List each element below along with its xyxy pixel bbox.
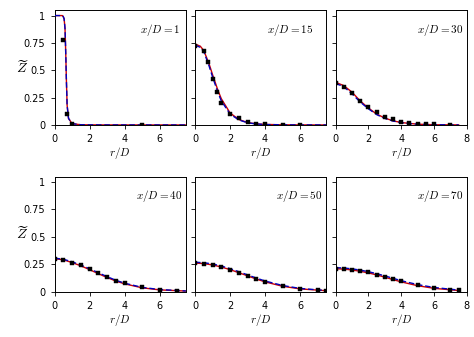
Y-axis label: $\widetilde{Z}$: $\widetilde{Z}$ (16, 59, 29, 76)
Text: $x/D = 15$: $x/D = 15$ (267, 22, 313, 38)
Text: $x/D = 1$: $x/D = 1$ (140, 22, 180, 38)
Text: $x/D = 50$: $x/D = 50$ (276, 188, 323, 204)
Text: $x/D = 70$: $x/D = 70$ (417, 188, 463, 204)
X-axis label: $r/D$: $r/D$ (391, 312, 412, 328)
Y-axis label: $\widetilde{Z}$: $\widetilde{Z}$ (16, 226, 29, 242)
X-axis label: $r/D$: $r/D$ (109, 145, 131, 161)
Text: $x/D=30$: $x/D=30$ (417, 22, 463, 38)
Text: $x/D = 40$: $x/D = 40$ (136, 188, 182, 204)
X-axis label: $r/D$: $r/D$ (109, 312, 131, 328)
X-axis label: $r/D$: $r/D$ (250, 312, 272, 328)
X-axis label: $r/D$: $r/D$ (250, 145, 272, 161)
X-axis label: $r/D$: $r/D$ (391, 145, 412, 161)
